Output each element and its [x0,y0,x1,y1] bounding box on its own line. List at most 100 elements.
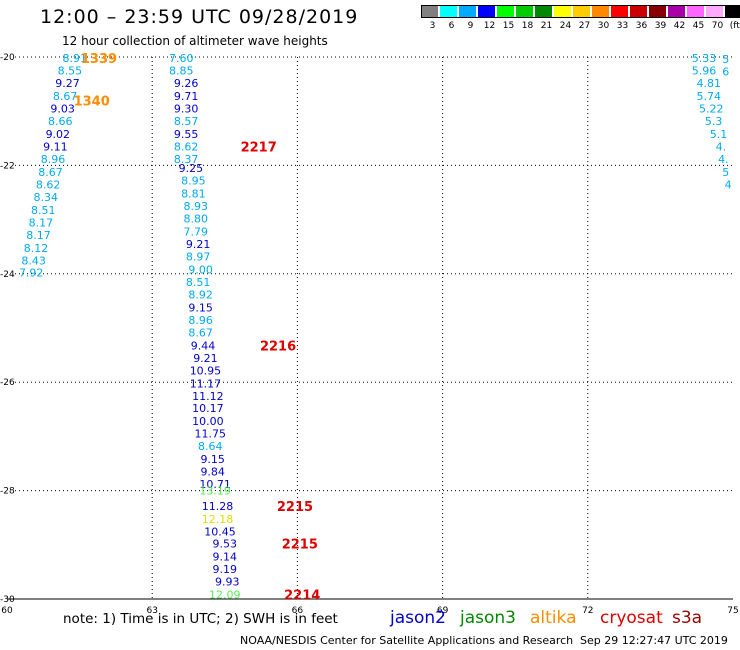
wave-height-label: 7.60 [169,52,194,65]
legend-altika: altika [530,608,577,628]
wave-height-label: 8.51 [186,276,211,289]
wave-height-label: 4. [716,140,727,153]
colorbar-swatch [725,5,740,18]
wave-height-label: 8.96 [188,314,213,327]
wave-height-label: 8.34 [33,191,58,204]
colorbar-label: 27 [578,21,591,31]
colorbar-label: 42 [673,21,686,31]
wave-height-label: 8.95 [181,175,206,188]
colorbar-label: 36 [635,21,648,31]
wave-height-label: 4. [718,153,729,166]
wave-height-label: 5.3 [705,115,723,128]
wave-height-label: 8.92 [188,288,213,301]
wave-height-label: 11.28 [202,500,234,513]
wave-height-label: 8.12 [24,242,49,255]
colorbar-label: 18 [521,21,534,31]
colorbar-swatch [421,5,438,18]
wave-height-label: 8.67 [188,326,213,339]
legend-jason2: jason2 [390,608,446,628]
colorbar-label: 39 [654,21,667,31]
wave-height-label: 9.25 [179,162,204,175]
pass-number-label: 2217 [241,140,277,155]
colorbar-label: 3 [429,21,436,31]
colorbar-label: 30 [597,21,610,31]
wave-height-label: 5.74 [697,90,722,103]
wave-height-label: 8.64 [198,440,223,453]
wave-height-label: 4 [725,178,732,191]
wave-height-label: 8.62 [174,140,199,153]
wave-height-label: 9.00 [188,263,213,276]
wave-height-label: 8.80 [184,213,209,226]
wave-height-label: 8.37 [174,153,199,166]
wave-height-label: 9.02 [46,128,71,141]
map-subtitle: 12 hour collection of altimeter wave hei… [62,34,328,48]
wave-height-label: 9.15 [200,453,225,466]
colorbar-swatch [440,5,457,18]
wave-height-label: 9.71 [174,90,199,103]
x-tick-label: 72 [582,606,593,616]
colorbar-label: 12 [483,21,496,31]
wave-height-label: 8.17 [29,216,54,229]
y-tick-label: -24 [0,270,15,280]
wave-height-label: 9.19 [213,563,238,576]
wave-height-label: 10.17 [192,402,224,415]
y-tick-label: -26 [0,378,15,388]
pass-number-label: 1340 [74,94,110,109]
colorbar-label: 15 [502,21,515,31]
colorbar-label: 21 [540,21,553,31]
wave-height-labels: 8.918.559.278.679.038.669.029.118.968.67… [19,52,732,604]
colorbar-swatch [592,5,609,18]
pass-number-label: 2215 [282,538,318,553]
legend-jason3: jason3 [460,608,516,628]
wave-height-label: 8.62 [36,178,61,191]
colorbar-swatch [516,5,533,18]
pass-number-label: 1339 [81,52,117,67]
colorbar-label: 24 [559,21,572,31]
wave-height-label: 8.57 [174,115,199,128]
wave-height-label: 8.43 [21,254,46,267]
colorbar-swatch [649,5,666,18]
wave-height-label: 9.27 [55,77,80,90]
colorbar-label: 33 [616,21,629,31]
colorbar-swatch [573,5,590,18]
colorbar-swatch [478,5,495,18]
wave-height-label: 9.30 [174,102,199,115]
wave-height-label: 11.12 [192,390,224,403]
wave-height-label: 5.1 [710,128,728,141]
map-title: 12:00 – 23:59 UTC 09/28/2019 [40,6,359,28]
pass-number-label: 2215 [277,500,313,515]
colorbar-label: 45 [692,21,705,31]
colorbar-swatch [535,5,552,18]
wave-height-label: 9.21 [186,238,211,251]
wave-height-label: 8.67 [38,166,63,179]
colorbar-swatch [611,5,628,18]
wave-height-label: 9.15 [188,301,213,314]
wave-height-label: 9.93 [215,576,240,589]
wave-height-label: 7.79 [184,226,209,239]
pass-number-label: 6 [722,66,729,79]
colorbar-label: 70 [711,21,724,31]
wave-height-label: 5.33 [692,52,717,65]
colorbar-label: 6 [448,21,455,31]
x-tick-label: 66 [292,606,304,616]
colorbar-swatch [554,5,571,18]
y-tick-label: -22 [0,161,15,171]
wave-height-label: 11.17 [190,377,222,390]
legend-s3a: s3a [672,608,703,628]
footer-credit: NOAA/NESDIS Center for Satellite Applica… [240,634,574,647]
colorbar-label: (ft) [729,21,740,31]
wave-height-label: 8.85 [169,65,194,78]
wave-height-label: 8.91 [63,52,88,65]
wave-height-label: 9.14 [213,551,238,564]
wave-height-label: 9.21 [193,352,218,365]
wave-height-label: 8.96 [41,153,66,166]
x-tick-label: 63 [146,606,157,616]
pass-number-label: 2214 [284,589,320,604]
wave-height-label: 8.67 [53,90,78,103]
x-tick-label: 60 [1,606,13,616]
wave-height-label: 10.71 [199,478,231,491]
wave-height-label: 11.75 [195,428,227,441]
wave-height-label: 5.96 [692,65,717,78]
